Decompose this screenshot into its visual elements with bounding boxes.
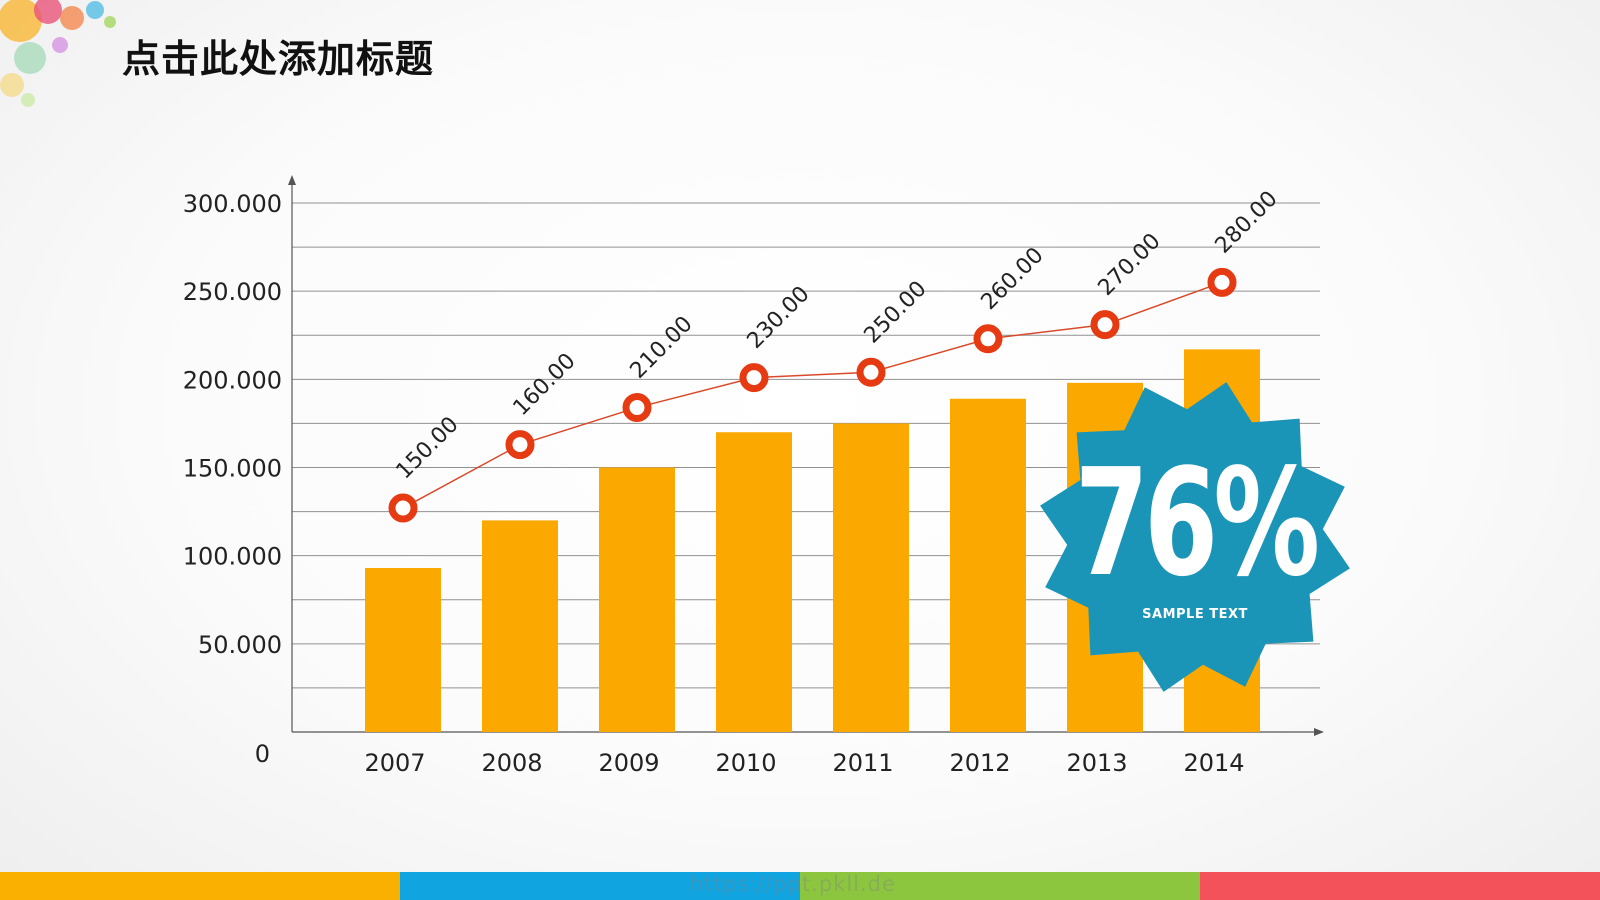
y-tick-label: 250.000 bbox=[183, 278, 282, 306]
line-marker bbox=[1207, 267, 1237, 297]
footer-color-bar bbox=[0, 872, 1600, 900]
line-marker bbox=[739, 363, 769, 393]
line-marker bbox=[1090, 310, 1120, 340]
x-tick-label: 2008 bbox=[481, 749, 542, 777]
line-marker bbox=[505, 430, 535, 460]
star-badge-shape bbox=[1040, 382, 1350, 692]
y-tick-label: 50.000 bbox=[198, 631, 282, 659]
percentage-badge: 76% SAMPLE TEXT bbox=[1035, 377, 1355, 697]
data-label: 270.00 bbox=[1094, 229, 1166, 301]
footer-segment-blue bbox=[400, 872, 800, 900]
y-axis-arrow bbox=[288, 175, 296, 185]
badge-subtitle: SAMPLE TEXT bbox=[1142, 607, 1248, 622]
bar bbox=[482, 520, 558, 732]
bar bbox=[599, 467, 675, 732]
y-tick-label: 300.000 bbox=[183, 190, 282, 218]
line-marker bbox=[856, 357, 886, 387]
y-tick-label: 0 bbox=[255, 740, 270, 768]
x-tick-label: 2011 bbox=[832, 749, 893, 777]
y-tick-label: 100.000 bbox=[183, 543, 282, 571]
x-tick-label: 2012 bbox=[949, 749, 1010, 777]
x-tick-label: 2014 bbox=[1183, 749, 1244, 777]
x-tick-label: 2013 bbox=[1066, 749, 1127, 777]
bar bbox=[833, 423, 909, 732]
floral-decoration bbox=[0, 0, 116, 107]
data-label: 250.00 bbox=[860, 276, 932, 348]
y-tick-label: 150.000 bbox=[183, 455, 282, 483]
data-label: 160.00 bbox=[509, 349, 581, 421]
badge-percentage: 76% bbox=[1074, 437, 1320, 609]
bar bbox=[716, 432, 792, 732]
footer-segment-green bbox=[800, 872, 1200, 900]
footer-segment-red bbox=[1200, 872, 1600, 900]
data-label: 280.00 bbox=[1211, 186, 1283, 258]
line-marker bbox=[622, 393, 652, 423]
x-axis-arrow bbox=[1314, 728, 1324, 736]
y-tick-label: 200.000 bbox=[183, 366, 282, 394]
line-marker bbox=[388, 493, 418, 523]
line-series bbox=[402, 281, 1223, 509]
watermark-url: https://ppt.pkll.de bbox=[690, 872, 896, 896]
bar bbox=[950, 398, 1026, 732]
x-tick-label: 2010 bbox=[715, 749, 776, 777]
bar bbox=[365, 568, 441, 732]
line-marker bbox=[973, 324, 1003, 354]
data-label: 210.00 bbox=[626, 312, 698, 384]
page-title: 点击此处添加标题 bbox=[122, 37, 435, 81]
data-label: 260.00 bbox=[977, 243, 1049, 315]
footer-segment-yellow bbox=[0, 872, 400, 900]
x-tick-label: 2007 bbox=[364, 749, 425, 777]
x-tick-label: 2009 bbox=[598, 749, 659, 777]
data-label: 230.00 bbox=[743, 282, 815, 354]
